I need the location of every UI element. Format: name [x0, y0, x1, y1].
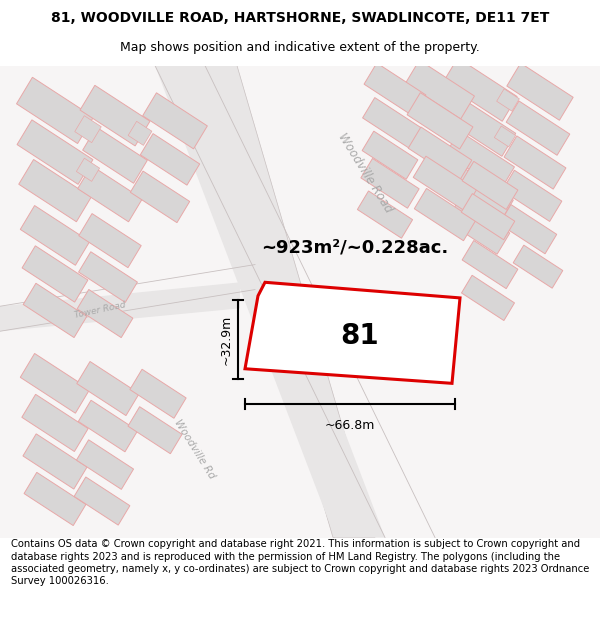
Polygon shape [497, 89, 520, 111]
Polygon shape [17, 120, 93, 184]
Polygon shape [79, 214, 141, 268]
Polygon shape [128, 407, 182, 454]
Polygon shape [506, 101, 570, 155]
Polygon shape [406, 60, 475, 119]
Polygon shape [128, 121, 152, 146]
Polygon shape [446, 166, 514, 222]
Polygon shape [20, 206, 90, 265]
Polygon shape [408, 127, 472, 181]
Polygon shape [362, 98, 421, 148]
Polygon shape [79, 252, 137, 302]
Polygon shape [74, 477, 130, 525]
Polygon shape [361, 158, 419, 208]
Polygon shape [23, 434, 87, 489]
Polygon shape [80, 86, 150, 146]
Text: ~32.9m: ~32.9m [220, 314, 233, 365]
Polygon shape [507, 63, 573, 120]
Polygon shape [446, 200, 510, 254]
Polygon shape [20, 354, 90, 413]
Polygon shape [415, 188, 476, 241]
Polygon shape [22, 246, 88, 302]
Polygon shape [364, 63, 426, 116]
Polygon shape [143, 92, 208, 149]
Polygon shape [443, 58, 517, 121]
Polygon shape [24, 472, 86, 526]
Text: Woodville Road: Woodville Road [335, 131, 395, 215]
Polygon shape [413, 156, 477, 211]
Polygon shape [140, 134, 200, 185]
Polygon shape [444, 96, 516, 156]
Polygon shape [504, 136, 566, 189]
Polygon shape [462, 161, 518, 209]
Polygon shape [407, 92, 473, 149]
Polygon shape [362, 131, 418, 179]
Polygon shape [76, 440, 134, 489]
Polygon shape [83, 127, 148, 183]
Polygon shape [79, 400, 137, 452]
Polygon shape [77, 289, 133, 338]
Text: 81: 81 [341, 322, 379, 351]
Polygon shape [76, 158, 100, 181]
Polygon shape [461, 275, 515, 321]
Polygon shape [23, 283, 87, 338]
Polygon shape [0, 282, 240, 331]
Polygon shape [155, 66, 385, 538]
Polygon shape [130, 171, 190, 222]
Polygon shape [494, 126, 515, 147]
Text: Contains OS data © Crown copyright and database right 2021. This information is : Contains OS data © Crown copyright and d… [11, 539, 589, 586]
Polygon shape [502, 170, 562, 221]
Text: Map shows position and indicative extent of the property.: Map shows position and indicative extent… [120, 41, 480, 54]
Text: ~66.8m: ~66.8m [325, 419, 375, 432]
Polygon shape [77, 166, 142, 222]
Polygon shape [462, 241, 518, 289]
Polygon shape [446, 131, 514, 190]
Polygon shape [17, 78, 94, 144]
Text: Tower Road: Tower Road [73, 301, 127, 320]
Polygon shape [499, 204, 557, 254]
Polygon shape [461, 194, 515, 240]
Polygon shape [75, 116, 101, 142]
Polygon shape [195, 66, 375, 538]
Polygon shape [358, 191, 413, 238]
Polygon shape [19, 159, 91, 222]
Polygon shape [130, 369, 186, 418]
Polygon shape [77, 361, 139, 416]
Text: ~923m²/~0.228ac.: ~923m²/~0.228ac. [262, 239, 449, 257]
Polygon shape [22, 394, 88, 451]
Polygon shape [513, 245, 563, 288]
Text: 81, WOODVILLE ROAD, HARTSHORNE, SWADLINCOTE, DE11 7ET: 81, WOODVILLE ROAD, HARTSHORNE, SWADLINC… [51, 11, 549, 26]
Polygon shape [245, 282, 460, 383]
Text: Woodville Rd: Woodville Rd [173, 418, 217, 481]
